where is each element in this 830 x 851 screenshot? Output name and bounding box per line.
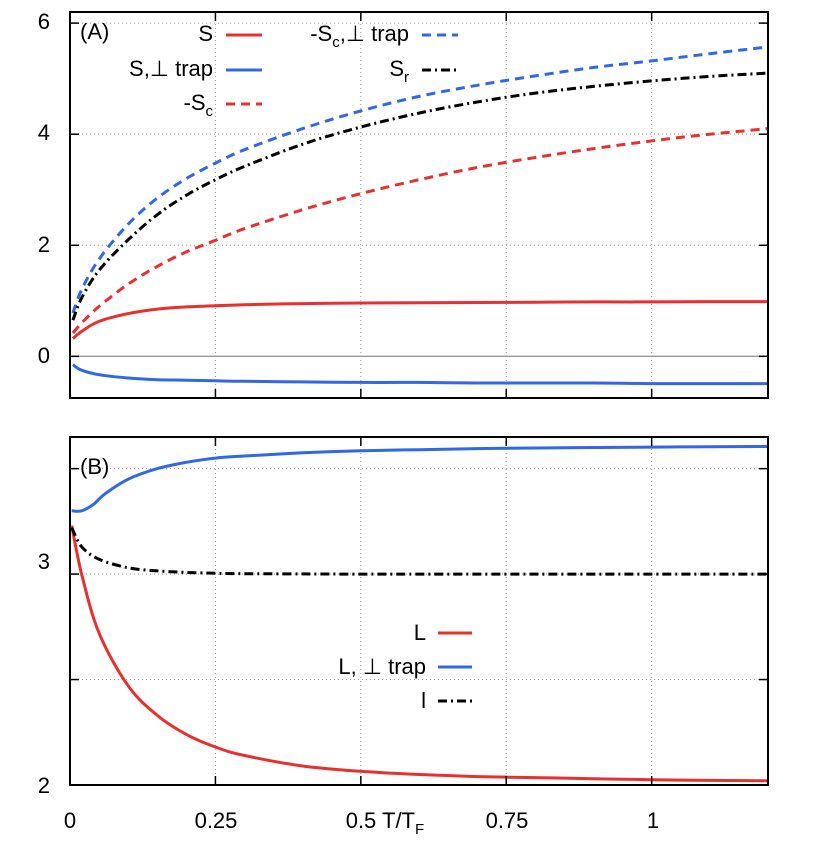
- panel-b-ytick-label: 3: [38, 549, 50, 574]
- panel-b-ticks: [69, 437, 768, 786]
- legend-label-suffix: ,⊥ trap: [340, 21, 409, 46]
- panel-b-grid: [70, 437, 768, 786]
- panel-a-ytick-label: 0: [38, 343, 50, 368]
- x-tick-label: 0.25: [195, 808, 238, 833]
- legend-label: L, ⊥ trap: [338, 654, 426, 679]
- x-axis-title-sub: F: [415, 821, 424, 838]
- x-axis-title-main: T/T: [382, 808, 415, 833]
- legend-entry-L: L: [414, 620, 472, 645]
- legend-label: -Sc,⊥ trap: [310, 21, 409, 51]
- panel-b-frame: [69, 436, 769, 786]
- legend-label: S,⊥ trap: [129, 56, 213, 81]
- series-L_perp: [71, 445, 769, 513]
- panel-a: (A) 0 2 4 6 S S,⊥ trap -Sc -Sc,⊥ trap: [38, 9, 769, 399]
- legend-label: Sr: [389, 56, 409, 86]
- legend-label-main: -S: [310, 21, 332, 46]
- series-Sr: [71, 71, 769, 321]
- legend-label: l: [421, 688, 426, 713]
- x-tick-label: 1: [647, 808, 659, 833]
- legend-label: -Sc: [184, 90, 214, 120]
- legend-label: L: [414, 620, 426, 645]
- x-axis-title: T/TF: [382, 808, 424, 838]
- series-L: [70, 525, 769, 783]
- legend-entry-L-perp-trap: L, ⊥ trap: [338, 654, 472, 679]
- series-mSc: [71, 127, 769, 335]
- panel-b: (B) 2 3 L L, ⊥ trap l 0 0.25 0.5 0.75 1: [38, 436, 769, 838]
- panel-a-frame: [69, 11, 769, 399]
- legend-entry-S: S: [198, 21, 262, 46]
- x-tick-labels: 0 0.25 0.5 0.75 1: [64, 808, 659, 833]
- x-tick-label: 0.75: [486, 808, 529, 833]
- panel-b-ytick-label: 2: [38, 773, 50, 798]
- x-tick-label: 0: [64, 808, 76, 833]
- legend-label: S: [198, 21, 213, 46]
- legend-label-main: -S: [184, 90, 206, 115]
- panel-a-legend: S S,⊥ trap -Sc -Sc,⊥ trap Sr: [129, 21, 458, 120]
- panel-a-ticks: [69, 12, 768, 398]
- panel-a-series: [71, 45, 769, 386]
- legend-entry-S-perp-trap: S,⊥ trap: [129, 56, 262, 81]
- panel-b-series: [70, 445, 769, 783]
- legend-label-sub: c: [332, 34, 340, 51]
- legend-entry-minus-Sc: -Sc: [184, 90, 262, 120]
- panel-a-ytick-label: 6: [38, 9, 50, 34]
- series-mSc_perp: [71, 45, 769, 314]
- legend-label-sub: r: [404, 69, 409, 86]
- series-S_perp: [72, 363, 768, 386]
- panel-a-ytick-label: 4: [38, 120, 50, 145]
- panel-b-legend: L L, ⊥ trap l: [338, 620, 472, 713]
- series-S: [71, 300, 768, 340]
- legend-entry-minus-Sc-perp-trap: -Sc,⊥ trap: [310, 21, 458, 51]
- series-l: [70, 526, 768, 576]
- legend-entry-Sr: Sr: [389, 56, 458, 86]
- panel-b-label: (B): [80, 454, 109, 479]
- legend-label-main: S: [389, 56, 404, 81]
- legend-entry-l: l: [421, 688, 472, 713]
- panel-a-ytick-label: 2: [38, 232, 50, 257]
- x-tick-label: 0.5: [346, 808, 377, 833]
- legend-label-sub: c: [206, 103, 214, 120]
- panel-a-label: (A): [80, 19, 109, 44]
